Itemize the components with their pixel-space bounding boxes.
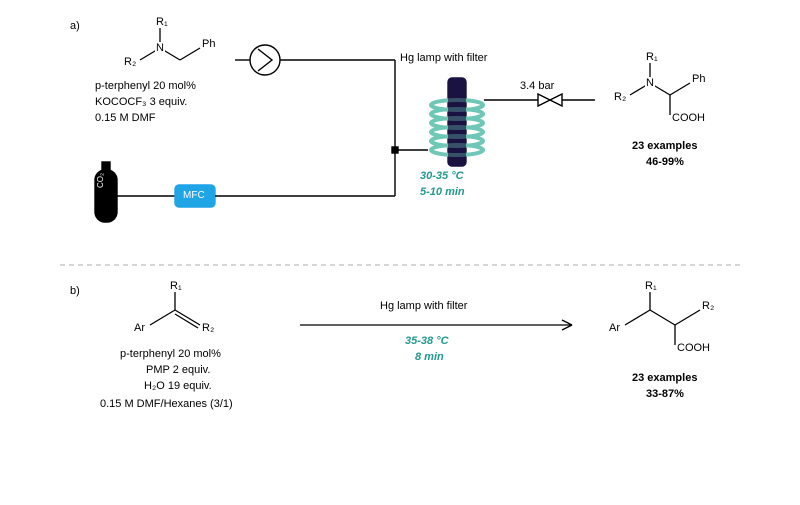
reagents-b-4: 0.15 M DMF/Hexanes (3/1) [100,398,233,412]
result-a-1: 23 examples [632,140,697,154]
sm-a-R1: R₁ [156,16,168,30]
cond-b-temp: 35-38 °C [405,335,449,349]
arrow-b-label: Hg lamp with filter [380,300,467,314]
prod-a-Ph: Ph [692,73,705,87]
sm-a-Ph: Ph [202,38,215,52]
co2-label: CO₂ [96,173,106,188]
panel-b-tag: b) [70,285,80,299]
cond-b-time: 8 min [415,351,444,365]
sm-b-Ar: Ar [134,322,145,336]
reagents-a-2: KOCOCF₃ 3 equiv. [95,96,187,110]
reactor-label: Hg lamp with filter [400,52,487,66]
bpr-valve-icon [538,94,562,106]
result-b-2: 33-87% [646,388,684,402]
tee-junction-icon [392,147,398,153]
product-b-structure [625,292,700,345]
prod-b-R1: R₁ [645,280,657,294]
bpr-label: 3.4 bar [520,80,554,94]
sm-a-N: N [155,42,165,56]
product-a-structure [630,63,690,115]
prod-b-Ar: Ar [609,322,620,336]
prod-a-R1: R₁ [646,51,658,65]
prod-a-COOH: COOH [672,112,705,126]
sm-b-R2: R₂ [202,322,214,336]
reagents-b-1: p-terphenyl 20 mol% [120,348,221,362]
reagents-b-2: PMP 2 equiv. [146,364,210,378]
reaction-arrow-b [300,320,572,330]
result-a-2: 46-99% [646,156,684,170]
sm-a-structure [140,28,200,60]
sm-b-structure [150,292,200,328]
diagram-canvas: a) R₁ R₂ N Ph p-terphenyl 20 mol% KOCOCF… [0,0,800,500]
result-b-1: 23 examples [632,372,697,386]
sm-b-R1: R₁ [170,280,182,294]
cond-a-temp: 30-35 °C [420,170,464,184]
co2-tank-icon [95,162,117,222]
mfc-label: MFC [183,190,205,203]
prod-a-N: N [645,77,655,91]
reagents-a-1: p-terphenyl 20 mol% [95,80,196,94]
prod-b-COOH: COOH [677,342,710,356]
sm-a-R2: R₂ [124,56,136,70]
prod-a-R2: R₂ [614,91,626,105]
pump-icon [250,45,280,75]
reactor-icon [431,78,483,166]
prod-b-R2: R₂ [702,300,714,314]
reagents-b-3: H₂O 19 equiv. [144,380,212,394]
panel-a-tag: a) [70,20,80,34]
cond-a-time: 5-10 min [420,186,465,200]
reagents-a-3: 0.15 M DMF [95,112,156,126]
diagram-svg [0,0,800,500]
